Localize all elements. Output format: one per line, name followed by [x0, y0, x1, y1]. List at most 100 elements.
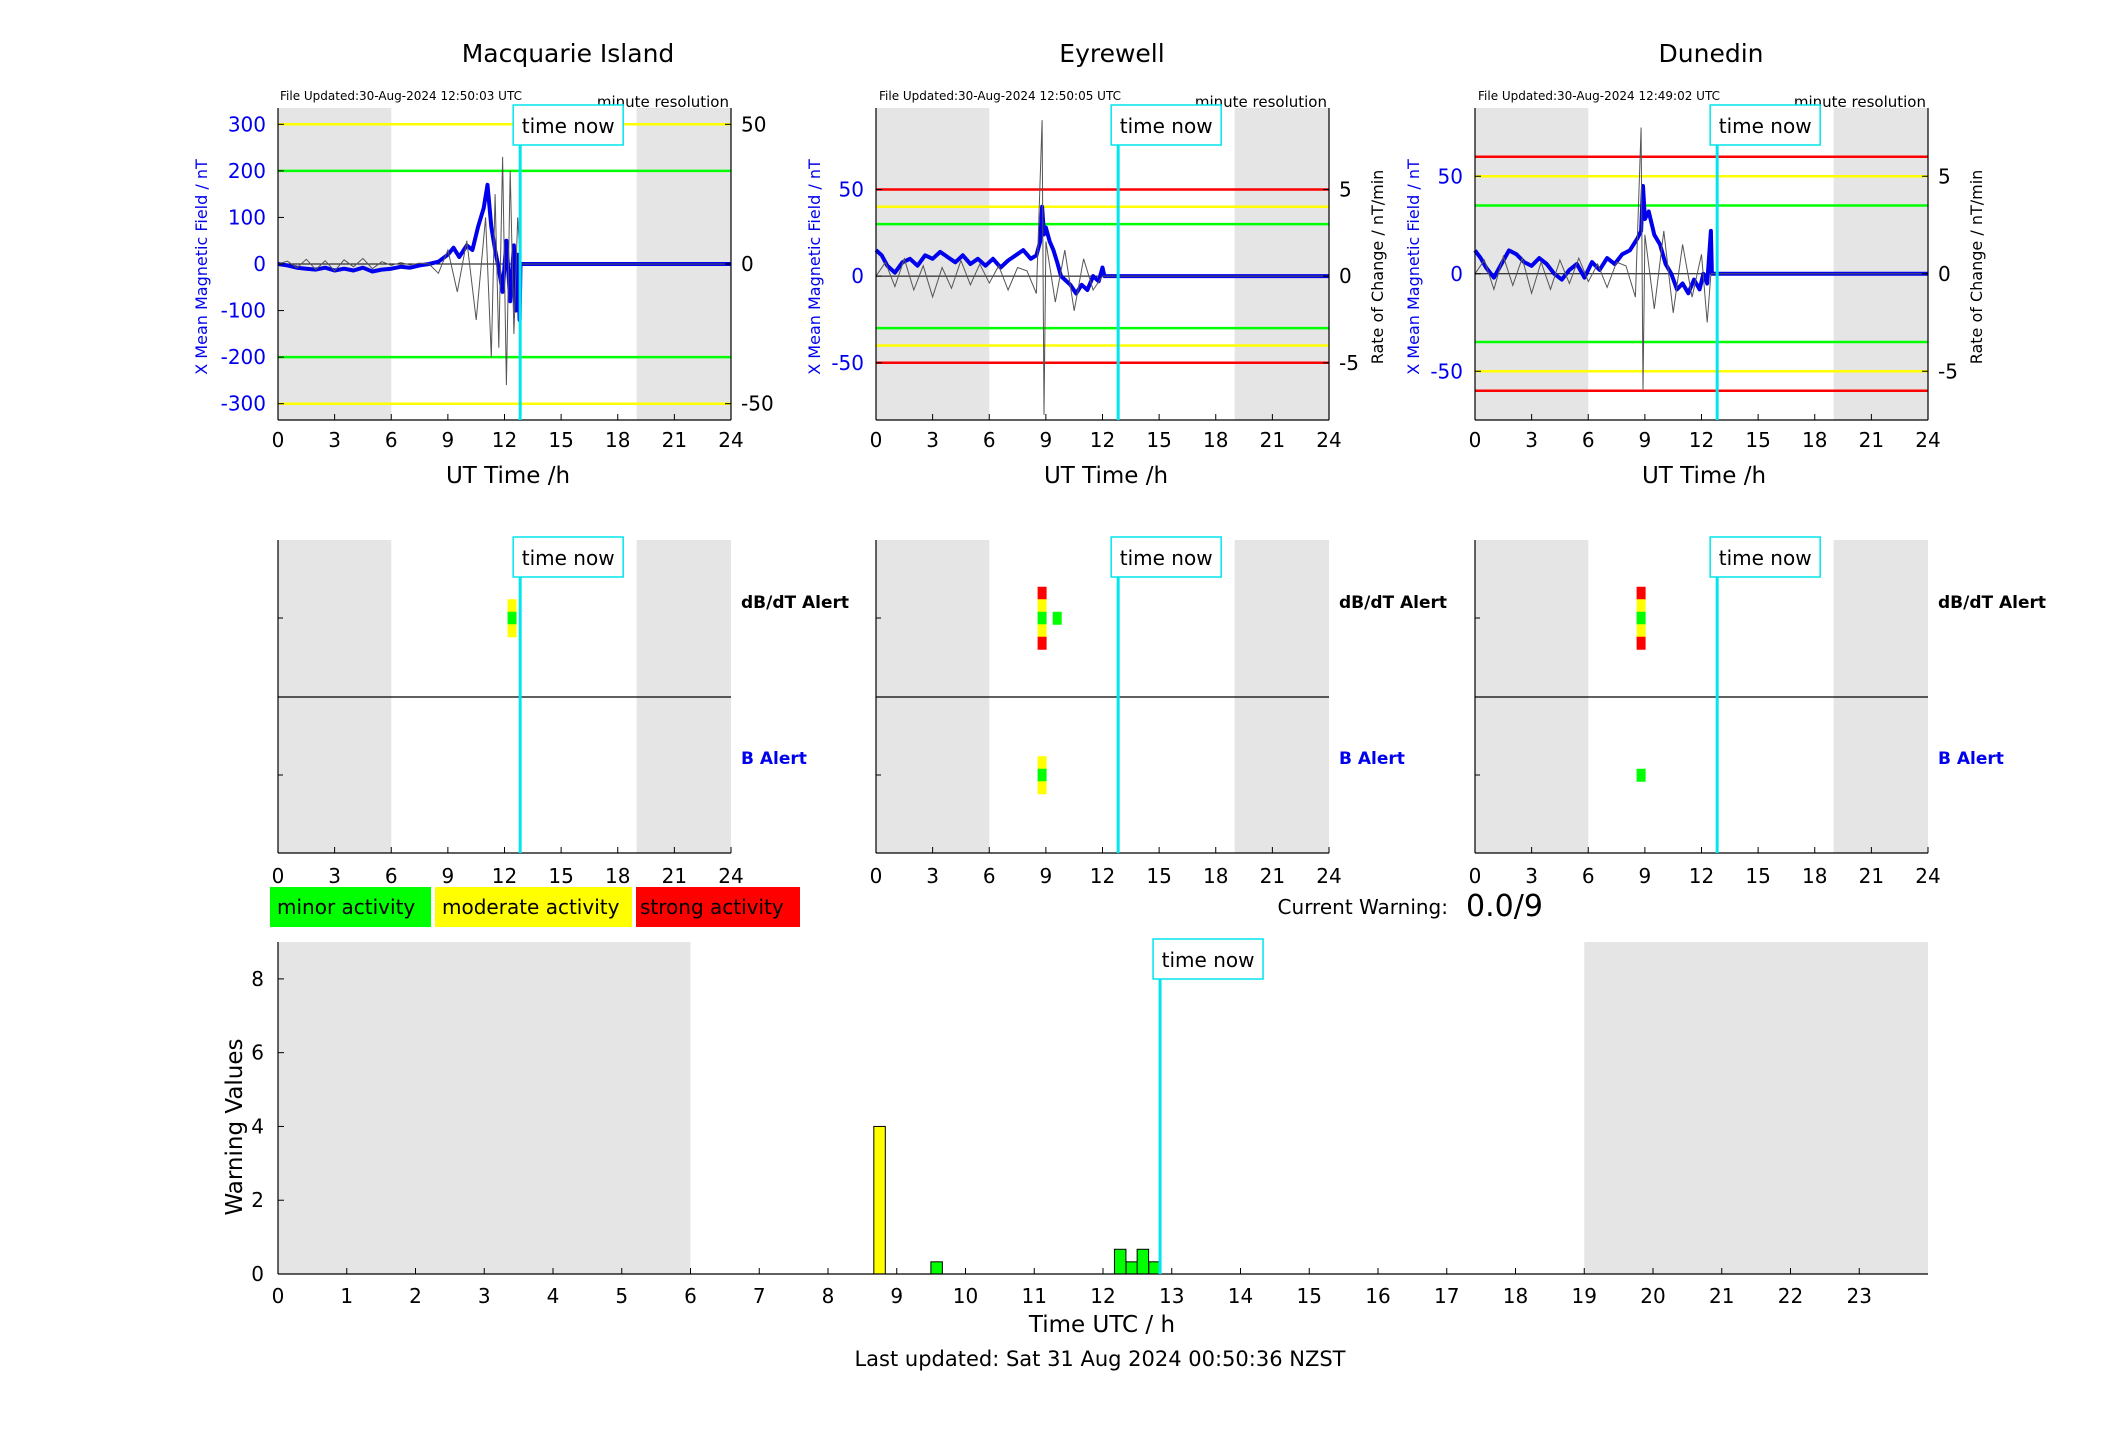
time-now-box — [1709, 536, 1821, 578]
y-tick-label: -100 — [221, 299, 266, 323]
alert-label: B Alert — [1339, 749, 1405, 769]
x-tick-label: 18 — [1503, 1284, 1528, 1308]
x-tick-label: 14 — [1228, 1284, 1253, 1308]
legend-strong-label: strong activity — [640, 895, 784, 919]
x-tick-label: 17 — [1434, 1284, 1459, 1308]
x-tick-label: 9 — [1040, 428, 1053, 452]
y-right-tick-label: 0 — [1339, 264, 1352, 288]
y-right-tick-label: -5 — [1938, 359, 1958, 383]
x-tick-label: 21 — [1260, 428, 1285, 452]
alert-mark-yellow — [507, 599, 517, 613]
eyrewell-ylabel-right: Rate of Change / nT/min — [1368, 170, 1387, 365]
y-tick-label: 0 — [851, 264, 864, 288]
time-now-label: time now — [522, 114, 615, 138]
y-tick-label: 6 — [251, 1041, 264, 1065]
dunedin-ylabel-right: Rate of Change / nT/min — [1967, 170, 1986, 365]
time-now-label: time now — [1719, 114, 1812, 138]
alert-mark-red — [1037, 586, 1047, 600]
x-tick-label: 18 — [1802, 428, 1827, 452]
x-tick-label: 21 — [662, 864, 687, 888]
alert-mark-red — [1636, 636, 1646, 650]
x-tick-label: 2 — [409, 1284, 422, 1308]
macquarie-field-chart: Macquarie Island File Updated:30-Aug-202… — [192, 39, 774, 489]
x-tick-label: 10 — [953, 1284, 978, 1308]
warning-values-chart: Time UTC / h Warning Values 0 1 2 3 4 5 6 7 8 9 10… — [222, 938, 1928, 1338]
x-tick-label: 3 — [328, 864, 341, 888]
legend-moderate-label: moderate activity — [442, 895, 620, 919]
y-tick-label: 50 — [1438, 164, 1463, 188]
rate-of-change-series-line — [875, 120, 1329, 415]
warning-ylabel: Warning Values — [222, 1038, 248, 1215]
x-tick-label: 12 — [492, 428, 517, 452]
legend-moderate-swatch — [435, 887, 632, 927]
x-tick-label: 3 — [1525, 428, 1538, 452]
alert-mark-yellow — [1037, 756, 1047, 770]
x-tick-label: 12 — [1090, 864, 1115, 888]
y-tick-label: 200 — [228, 159, 266, 183]
x-tick-label: 0 — [1469, 864, 1482, 888]
y-tick-label: -200 — [221, 345, 266, 369]
rate-of-change-series-line — [277, 156, 731, 386]
x-tick-label: 1 — [340, 1284, 353, 1308]
dunedin-title: Dunedin — [1659, 39, 1764, 68]
y-right-tick-label: -5 — [1339, 351, 1359, 375]
y-tick-label: 8 — [251, 967, 264, 991]
alert-label: B Alert — [1938, 749, 2004, 769]
dunedin-ylabel-left: X Mean Magnetic Field / nT — [1404, 159, 1423, 375]
alert-label: dB/dT Alert — [1339, 593, 1447, 613]
time-now-label: time now — [1162, 948, 1255, 972]
alert-mark-yellow — [507, 624, 517, 638]
y-right-tick-label: 5 — [1938, 164, 1951, 188]
y-tick-label: 0 — [253, 252, 266, 276]
x-tick-label: 0 — [870, 428, 883, 452]
dunedin-xlabel: UT Time /h — [1642, 463, 1766, 489]
alert-label: dB/dT Alert — [741, 593, 849, 613]
warning-bar — [1136, 1248, 1150, 1275]
y-tick-label: 2 — [251, 1188, 264, 1212]
warning-bar — [1113, 1248, 1127, 1275]
macquarie-title: Macquarie Island — [462, 39, 675, 68]
x-tick-label: 21 — [1859, 864, 1884, 888]
time-now-label: time now — [1120, 546, 1213, 570]
x-tick-label: 22 — [1778, 1284, 1803, 1308]
y-tick-label: 50 — [839, 177, 864, 201]
x-tick-label: 7 — [753, 1284, 766, 1308]
macquarie-ylabel-left: X Mean Magnetic Field / nT — [192, 159, 211, 375]
dunedin-field-chart: Dunedin File Updated:30-Aug-2024 12:49:0… — [1404, 39, 1986, 489]
warning-xlabel: Time UTC / h — [1028, 1312, 1175, 1338]
current-warning-label: Current Warning: — [1278, 895, 1448, 919]
time-now-box — [512, 104, 624, 146]
alert-mark-green — [507, 611, 517, 625]
alert-mark-green — [1636, 768, 1646, 782]
x-tick-label: 0 — [272, 428, 285, 452]
x-tick-label: 12 — [1689, 864, 1714, 888]
y-tick-label: 0 — [251, 1262, 264, 1286]
x-tick-label: 12 — [1689, 428, 1714, 452]
alert-mark-green — [1052, 611, 1062, 625]
activity-legend: minor activity moderate activity strong … — [270, 887, 800, 927]
x-tick-label: 9 — [442, 864, 455, 888]
x-tick-label: 15 — [1146, 864, 1171, 888]
x-tick-label: 16 — [1365, 1284, 1390, 1308]
x-tick-label: 15 — [1146, 428, 1171, 452]
x-tick-label: 6 — [983, 864, 996, 888]
warning-bar — [873, 1125, 886, 1275]
alert-mark-green — [1037, 768, 1047, 782]
x-tick-label: 5 — [615, 1284, 628, 1308]
x-tick-label: 18 — [605, 864, 630, 888]
alert-label: dB/dT Alert — [1938, 593, 2046, 613]
dunedin-alert-chart: dB/dT Alert B Alert 0 3 6 9 12 15 18 21 24 time now — [1469, 536, 2046, 888]
x-tick-label: 24 — [718, 428, 743, 452]
time-now-box — [1110, 536, 1222, 578]
y-tick-label: -300 — [221, 392, 266, 416]
macquarie-alert-chart: dB/dT Alert B Alert 0 3 6 9 12 15 18 21 24 time now — [272, 536, 849, 888]
x-tick-label: 24 — [718, 864, 743, 888]
time-now-box — [1110, 104, 1222, 146]
warning-bar — [1125, 1261, 1139, 1275]
alert-mark-yellow — [1037, 599, 1047, 613]
alert-mark-yellow — [1636, 624, 1646, 638]
x-tick-label: 23 — [1847, 1284, 1872, 1308]
x-tick-label: 24 — [1316, 864, 1341, 888]
x-tick-label: 18 — [1802, 864, 1827, 888]
